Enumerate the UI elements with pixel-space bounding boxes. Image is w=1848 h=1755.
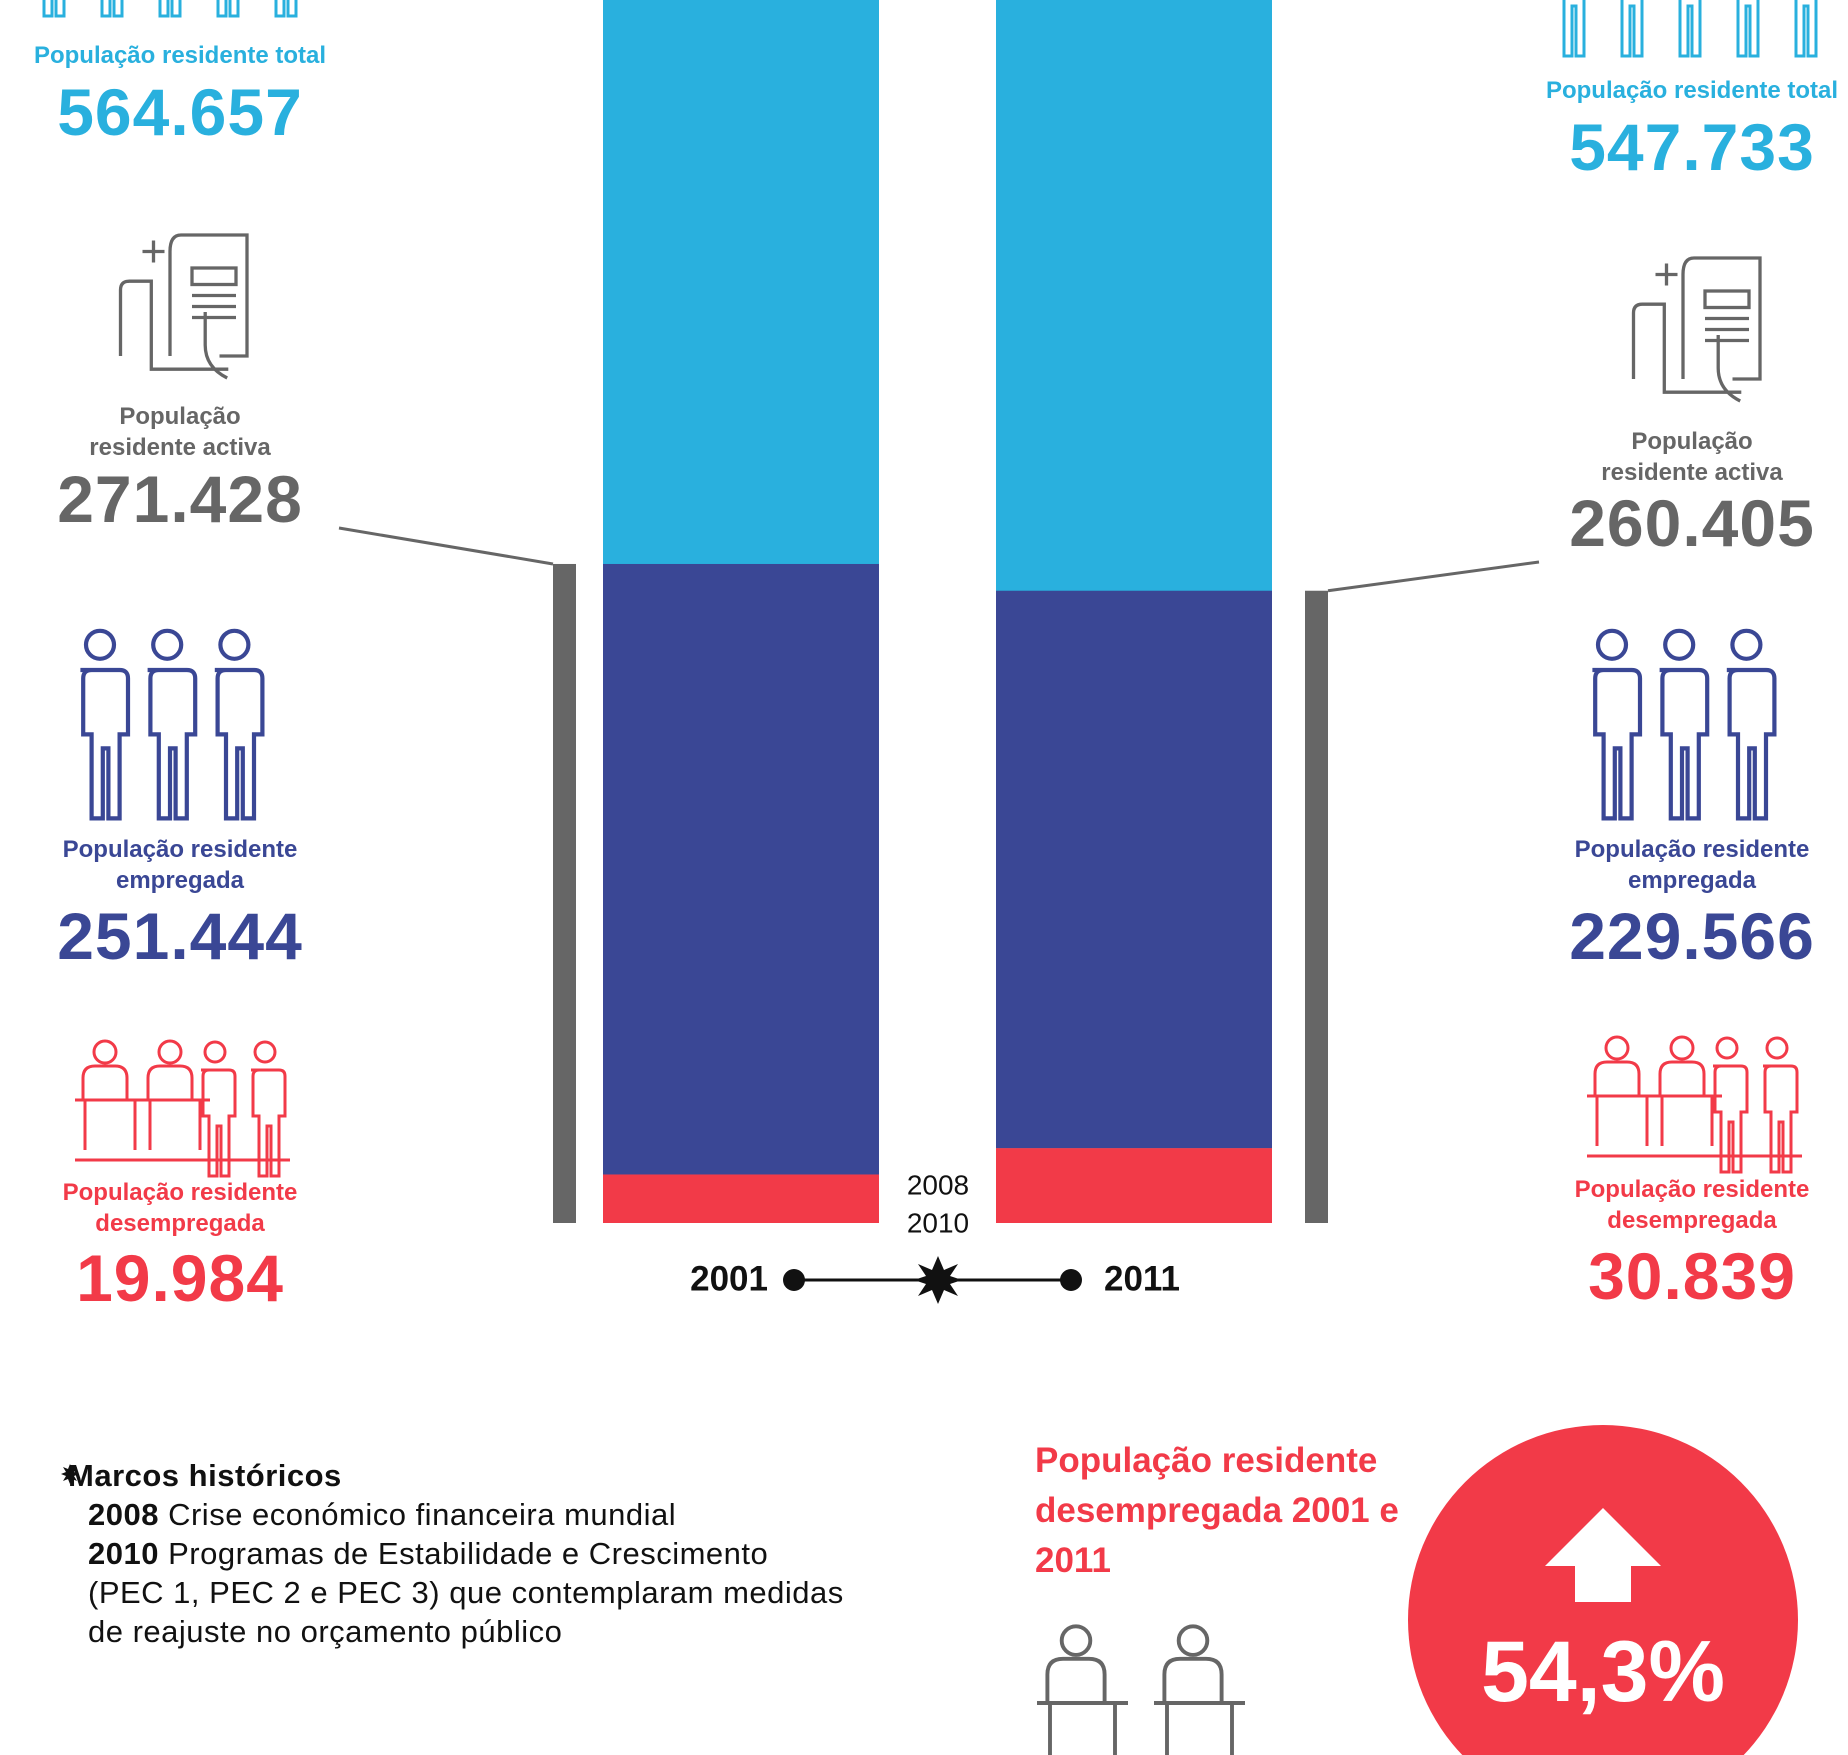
- bar-desempregada: [996, 1148, 1272, 1223]
- series-name: População residente desempregada: [62, 1178, 298, 1237]
- icon-activa-left: [118, 233, 249, 380]
- milestone-year: 2010: [88, 1536, 159, 1571]
- category-label: 2001: [690, 1259, 768, 1298]
- milestones-title: Marcos históricos: [68, 1458, 342, 1493]
- bar-empregada: [603, 563, 879, 1175]
- bar-activa: [1305, 590, 1328, 1223]
- value-label: 251.444: [57, 899, 303, 973]
- icon-empregada-right: [1592, 631, 1774, 819]
- leader-line: [338, 526, 554, 566]
- icon-change: [1035, 1624, 1247, 1755]
- value-label: 260.405: [1569, 486, 1815, 560]
- icon-total-right: [1554, 0, 1824, 58]
- notes-star: [61, 1464, 79, 1484]
- milestone-text: Programas de Estabilidade e Crescimento …: [88, 1536, 844, 1649]
- value-label: 19.984: [76, 1241, 284, 1315]
- milestones: Marcos históricos 2008 Crise económico f…: [68, 1456, 848, 1651]
- value-label: 547.733: [1569, 110, 1815, 184]
- milestone-year: 2010: [907, 1207, 969, 1238]
- series-name: População residente activa: [1601, 427, 1783, 486]
- series-name: População residente activa: [89, 402, 271, 461]
- timeline-dot: [1060, 1269, 1082, 1291]
- value-label: 564.657: [57, 75, 303, 149]
- series-name: População residente total: [1545, 76, 1839, 104]
- series-name: População residente total: [33, 41, 327, 69]
- timeline-star: [914, 1256, 962, 1304]
- series-name: População residente empregada: [62, 835, 298, 894]
- bar-activa: [553, 563, 576, 1223]
- icon-empregada-left: [80, 631, 262, 819]
- milestone: 2010 Programas de Estabilidade e Crescim…: [88, 1534, 848, 1651]
- icon-desempregada-left: [73, 1039, 290, 1178]
- icon-total-left: [34, 0, 304, 18]
- value-label: 271.428: [57, 462, 303, 536]
- bar-desempregada: [603, 1174, 879, 1223]
- icon-desempregada-right: [1585, 1035, 1802, 1174]
- change-title: População residente desempregada 2001 e …: [1035, 1441, 1399, 1580]
- change-label: 54,3%: [1481, 1624, 1725, 1720]
- icon-activa-right: [1631, 256, 1762, 403]
- value-label: 229.566: [1569, 899, 1815, 973]
- category-label: 2011: [1104, 1259, 1180, 1298]
- change-arrow: [1545, 1508, 1661, 1602]
- milestone: 2008 Crise económico financeira mundial: [88, 1495, 848, 1534]
- milestone-year: 2008: [88, 1497, 159, 1532]
- bar-empregada: [996, 590, 1272, 1149]
- series-name: População residente desempregada: [1574, 1175, 1810, 1234]
- milestone-text: Crise económico financeira mundial: [168, 1497, 677, 1532]
- leader-line: [1327, 560, 1540, 593]
- series-name: População residente empregada: [1574, 835, 1810, 894]
- timeline-dot: [783, 1269, 805, 1291]
- milestone-year: 2008: [907, 1169, 969, 1200]
- value-label: 30.839: [1588, 1239, 1796, 1313]
